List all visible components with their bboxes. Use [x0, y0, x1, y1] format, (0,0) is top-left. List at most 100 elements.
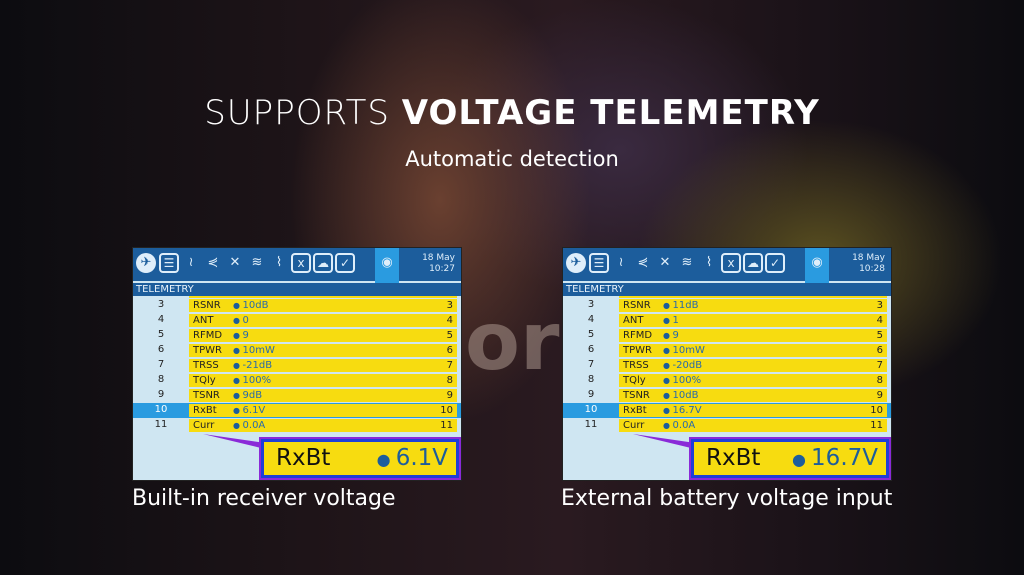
subtitle: Automatic detection: [405, 147, 619, 171]
sensor-index: 10: [870, 405, 883, 416]
sensor-value: -20dB: [663, 359, 703, 372]
telemetry-row[interactable]: 6 TPWR 10mW 6: [133, 343, 461, 358]
row-number: 4: [157, 314, 165, 325]
telemetry-row[interactable]: 9 TSNR 9dB 9: [133, 388, 461, 403]
telemetry-row[interactable]: 5 RFMD 9 5: [563, 328, 891, 343]
sensor-value: 10mW: [233, 344, 275, 357]
zoom-sensor-name: RxBt: [276, 445, 331, 471]
outputs-icon[interactable]: ✕: [229, 255, 241, 270]
telemetry-row[interactable]: 5 RFMD 9 5: [133, 328, 461, 343]
sensor-index: 7: [446, 360, 453, 371]
special-function-icon[interactable]: x: [291, 253, 311, 273]
sensor-name: TPWR: [623, 345, 652, 356]
row-number: 4: [587, 314, 595, 325]
sensor-value: 16.7V: [663, 404, 702, 417]
row-number: 5: [587, 329, 595, 340]
row-number: 10: [133, 403, 189, 418]
lua-script-icon[interactable]: ☁: [313, 253, 333, 273]
sensor-index: 6: [876, 345, 883, 356]
sensor-index: 4: [876, 315, 883, 326]
row-number: 11: [154, 419, 168, 430]
logical-switch-icon[interactable]: ⌇: [275, 255, 283, 270]
sensor-name: RxBt: [623, 405, 647, 416]
checklist-icon[interactable]: ✓: [335, 253, 355, 273]
sensor-name: Curr: [623, 420, 645, 431]
telemetry-row[interactable]: 8 TQly 100% 8: [563, 373, 891, 388]
row-number: 3: [587, 299, 595, 310]
sensor-value: 9: [233, 329, 249, 342]
sensor-name: TSNR: [623, 390, 650, 401]
sensor-value: 100%: [233, 374, 272, 387]
telemetry-row[interactable]: 4 ANT 0 4: [133, 313, 461, 328]
sensor-value: 9dB: [233, 389, 263, 402]
or-separator: or: [465, 295, 560, 388]
sensor-name: RFMD: [193, 330, 223, 341]
sensor-index: 4: [446, 315, 453, 326]
time: 10:27: [429, 264, 455, 274]
sensor-name: ANT: [623, 315, 644, 326]
logical-switch-icon[interactable]: ⌇: [705, 255, 713, 270]
panel-caption: Built-in receiver voltage: [132, 486, 396, 511]
zoom-sensor-value: 6.1V: [377, 442, 448, 476]
sensor-name: Curr: [193, 420, 215, 431]
telemetry-row[interactable]: 4 ANT 1 4: [563, 313, 891, 328]
mixer-icon[interactable]: ⋞: [637, 255, 649, 270]
telemetry-tab[interactable]: ◉: [375, 248, 399, 285]
lua-script-icon[interactable]: ☁: [743, 253, 763, 273]
sensor-index: 10: [440, 405, 453, 416]
telemetry-row[interactable]: 3 RSNR 10dB 3: [133, 298, 461, 313]
sensor-value: 0: [233, 314, 249, 327]
airplane-icon[interactable]: ✈: [136, 253, 156, 273]
sensor-name: RSNR: [193, 300, 221, 311]
sensor-name: TSNR: [193, 390, 220, 401]
zoom-sensor-name: RxBt: [706, 445, 761, 471]
sensor-name: RFMD: [623, 330, 653, 341]
sensor-name: TQly: [193, 375, 216, 386]
checklist-icon[interactable]: ✓: [765, 253, 785, 273]
sound-icon[interactable]: ≀: [618, 255, 624, 270]
sound-icon[interactable]: ≀: [188, 255, 194, 270]
row-number: 6: [587, 344, 595, 355]
airplane-icon[interactable]: ✈: [566, 253, 586, 273]
telemetry-row[interactable]: 7 TRSS -20dB 7: [563, 358, 891, 373]
list-icon[interactable]: ☰: [589, 253, 609, 273]
toolbar: ✈ ☰ ≀ ⋞ ✕ ≋ ⌇ x ☁ ✓: [563, 248, 891, 281]
telemetry-row[interactable]: 8 TQly 100% 8: [133, 373, 461, 388]
curves-icon[interactable]: ≋: [251, 255, 263, 270]
telemetry-row[interactable]: 11 Curr 0.0A 11: [133, 418, 461, 433]
outputs-icon[interactable]: ✕: [659, 255, 671, 270]
telemetry-row[interactable]: 6 TPWR 10mW 6: [563, 343, 891, 358]
sensor-value: 1: [663, 314, 679, 327]
time: 10:28: [859, 264, 885, 274]
sensor-index: 5: [876, 330, 883, 341]
sensor-index: 3: [876, 300, 883, 311]
sensor-index: 8: [446, 375, 453, 386]
zoom-sensor-value: 16.7V: [792, 442, 878, 476]
callout-arrow: [203, 434, 261, 448]
telemetry-row[interactable]: 11 Curr 0.0A 11: [563, 418, 891, 433]
headline-bold: VOLTAGE TELEMETRY: [401, 93, 820, 133]
sensor-value: 6.1V: [233, 404, 266, 417]
date: 18 May: [422, 253, 455, 263]
zoom-callout: RxBt 6.1V: [259, 437, 461, 480]
telemetry-row[interactable]: 10 RxBt 16.7V 10: [563, 403, 891, 418]
list-icon[interactable]: ☰: [159, 253, 179, 273]
sensor-name: ANT: [193, 315, 214, 326]
telemetry-row[interactable]: 3 RSNR 11dB 3: [563, 298, 891, 313]
sensor-value: -21dB: [233, 359, 273, 372]
mixer-icon[interactable]: ⋞: [207, 255, 219, 270]
panel-caption: External battery voltage input: [561, 486, 893, 511]
headline: SUPPORTS VOLTAGE TELEMETRY: [0, 93, 1024, 133]
telemetry-row[interactable]: 7 TRSS -21dB 7: [133, 358, 461, 373]
sensor-name: TPWR: [193, 345, 222, 356]
telemetry-row[interactable]: 9 TSNR 10dB 9: [563, 388, 891, 403]
sensor-index: 8: [876, 375, 883, 386]
telemetry-row[interactable]: 10 RxBt 6.1V 10: [133, 403, 461, 418]
row-number: 7: [157, 359, 165, 370]
telemetry-tab[interactable]: ◉: [805, 248, 829, 285]
special-function-icon[interactable]: x: [721, 253, 741, 273]
curves-icon[interactable]: ≋: [681, 255, 693, 270]
sensor-index: 9: [446, 390, 453, 401]
